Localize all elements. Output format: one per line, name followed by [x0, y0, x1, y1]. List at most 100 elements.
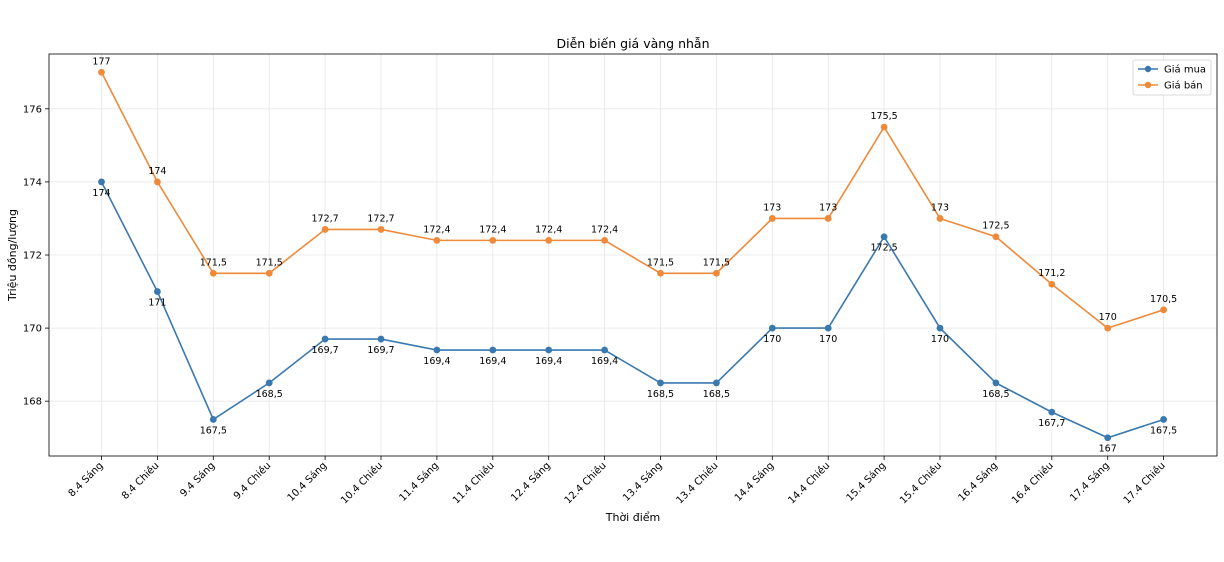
x-tick-label: 15.4 Sáng: [844, 460, 888, 504]
x-tick-label: 8.4 Chiều: [119, 460, 161, 502]
y-tick-label: 174: [23, 177, 42, 188]
x-tick-label: 10.4 Chiều: [338, 460, 385, 507]
series-1-data-label: 171,5: [703, 257, 730, 268]
series-1-data-label: 172,7: [367, 213, 394, 224]
series-0-data-label: 167: [1099, 444, 1117, 455]
series-1-data-label: 170,5: [1150, 294, 1177, 305]
series-1-data-label: 172,4: [479, 224, 506, 235]
grid-lines: [49, 54, 1217, 456]
series-1-point: [824, 215, 832, 222]
data-labels: 174 171 167,5 168,5 169,7 169,7 169,4 169,4 169,…: [92, 56, 1177, 454]
legend-label-0: Giá mua: [1164, 64, 1206, 76]
x-tick-label: 8.4 Sáng: [66, 460, 106, 500]
y-tick-label: 168: [23, 397, 42, 408]
series-0-point: [601, 346, 608, 354]
series-1-data-label: 171,5: [256, 257, 283, 268]
x-tick-label: 16.4 Chiều: [1009, 460, 1056, 507]
series-1-data-label: 173: [763, 202, 781, 213]
x-tick-label: 11.4 Chiều: [450, 460, 497, 507]
legend-marker-1: [1144, 81, 1152, 89]
series-1-data-label: 172,5: [982, 221, 1009, 232]
series-0-data-label: 170: [931, 334, 949, 345]
x-tick-label: 16.4 Sáng: [956, 460, 1000, 504]
series-0-data-label: 168,5: [982, 389, 1009, 400]
series-line-1: [100, 71, 1164, 329]
series-0-point: [1048, 408, 1056, 416]
x-tick-label: 14.4 Sáng: [732, 460, 776, 504]
series-1-point: [936, 215, 944, 222]
series-1-point: [154, 178, 161, 186]
series-0-data-label: 169,4: [535, 356, 562, 367]
series-0-data-label: 167,5: [1150, 425, 1177, 436]
series-1-point: [601, 236, 608, 244]
y-tick-label: 176: [23, 104, 42, 115]
series-0-point: [209, 416, 217, 423]
series-1-data-label: 175,5: [870, 111, 897, 122]
series-1-point: [1160, 306, 1167, 314]
series-1-data-label: 172,7: [311, 213, 338, 224]
series-1-point: [209, 269, 217, 277]
series-1-point: [713, 269, 720, 277]
series-1-data-label: 172,4: [591, 224, 618, 235]
series-0-data-label: 169,4: [591, 356, 618, 367]
series-1-data-label: 172,4: [535, 224, 562, 235]
series-0-data-label: 172,5: [870, 243, 897, 254]
series-0-point: [545, 346, 553, 354]
series-0-point: [713, 379, 720, 387]
series-0-point: [768, 324, 776, 332]
series-1-data-label: 173: [819, 202, 837, 213]
chart-title: Diễn biến giá vàng nhẫn: [556, 36, 709, 51]
x-tick-label: 13.4 Chiều: [674, 460, 721, 507]
series-1-point: [880, 123, 888, 131]
series-1-point: [1048, 280, 1056, 288]
x-tick-label: 11.4 Sáng: [397, 460, 441, 504]
series-1-point: [768, 215, 776, 222]
series-0-point: [321, 335, 329, 343]
series-1-data-label: 171,2: [1038, 268, 1065, 279]
series-0-data-label: 174: [92, 188, 110, 199]
series-1-point: [377, 226, 385, 233]
series-0-point: [154, 288, 161, 295]
series-0-point: [824, 324, 832, 332]
series-0-data-label: 169,7: [367, 345, 394, 356]
series-0-point: [992, 379, 1000, 387]
series-0-data-label: 168,5: [647, 389, 674, 400]
series-1-point: [489, 236, 497, 244]
series-0-data-label: 167,7: [1038, 418, 1065, 429]
series-0-point: [880, 233, 888, 241]
series-0-point: [265, 379, 273, 387]
x-tick-label: 12.4 Sáng: [509, 460, 553, 504]
series-1-data-label: 172,4: [423, 224, 450, 235]
y-axis-title: Triệu đồng/lượng: [6, 209, 19, 302]
series-0-point: [377, 335, 385, 343]
series-0-data-label: 169,7: [311, 345, 338, 356]
x-tick-label: 9.4 Sáng: [178, 460, 218, 500]
legend-label-1: Giá bán: [1164, 80, 1203, 92]
series-0-data-label: 168,5: [703, 389, 730, 400]
series-1-point: [545, 236, 553, 244]
series-0-data-label: 169,4: [479, 356, 506, 367]
x-axis-title: Thời điểm: [605, 511, 661, 524]
series-1-data-label: 170: [1099, 312, 1117, 323]
series-line-0: [100, 181, 1164, 439]
x-tick-label: 15.4 Chiều: [897, 460, 944, 507]
series-0-point: [936, 324, 944, 332]
series-1-point: [265, 269, 273, 277]
series-1-data-label: 171,5: [647, 257, 674, 268]
series-1-point: [657, 269, 664, 277]
series-0-point: [489, 346, 497, 354]
series-1-point: [1104, 324, 1112, 332]
y-tick-label: 170: [23, 324, 42, 335]
series-1-data-label: 174: [148, 166, 166, 177]
series-0-data-label: 167,5: [200, 425, 227, 436]
series-1-point: [321, 226, 329, 233]
x-tick-label: 13.4 Sáng: [620, 460, 664, 504]
series-layer: [98, 68, 1167, 442]
x-tick-label: 10.4 Sáng: [285, 460, 329, 504]
series-1-point: [992, 233, 1000, 241]
series-0-data-label: 171: [148, 298, 166, 309]
series-0-data-label: 170: [763, 334, 781, 345]
series-0-data-label: 168,5: [256, 389, 283, 400]
series-1-point: [433, 236, 441, 244]
